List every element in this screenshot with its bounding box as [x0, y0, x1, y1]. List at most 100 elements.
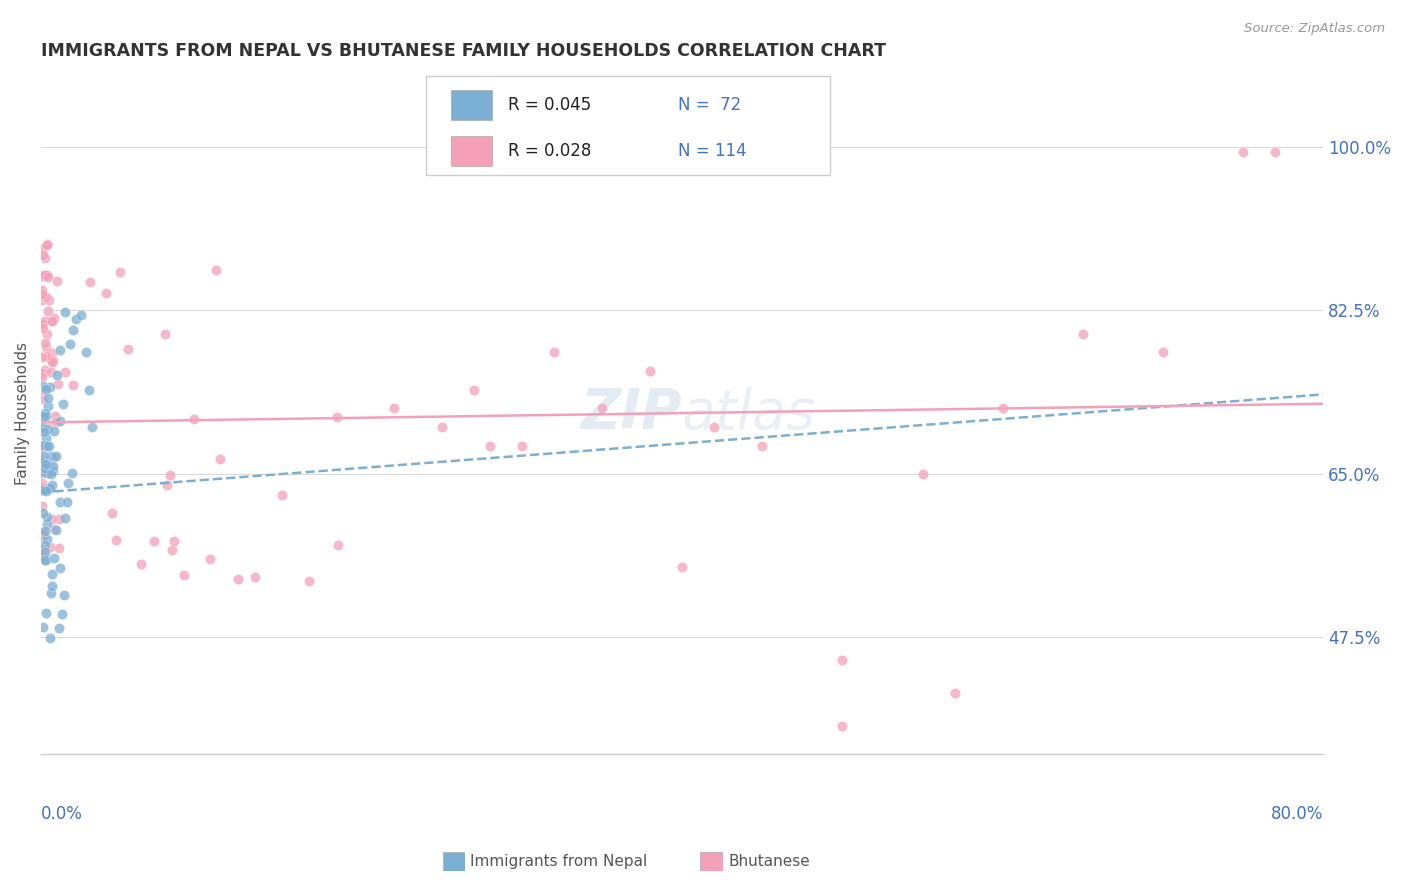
Point [204, 262, 226, 277]
Point [48, 512, 70, 526]
Point [39, 481, 62, 495]
Point [1264, 145, 1286, 159]
Point [32, 483, 55, 497]
Point [32, 438, 55, 452]
Text: 80.0%: 80.0% [1271, 805, 1323, 823]
Point [32, 425, 55, 439]
Point [117, 343, 139, 357]
Point [142, 534, 165, 549]
Point [198, 552, 221, 566]
Point [35, 409, 58, 424]
Point [34, 553, 56, 567]
Point [31, 499, 53, 513]
Point [41, 477, 63, 491]
Point [34, 406, 56, 420]
Point [75, 345, 97, 359]
Text: 0.0%: 0.0% [41, 805, 83, 823]
Point [42, 311, 65, 326]
Text: Immigrants from Nepal: Immigrants from Nepal [470, 855, 647, 869]
Point [153, 326, 176, 341]
Point [39, 365, 62, 379]
Point [35, 458, 58, 472]
Point [46, 376, 69, 391]
Point [42, 450, 65, 464]
Point [31, 453, 53, 467]
Point [39, 540, 62, 554]
Point [31, 248, 53, 262]
Point [991, 401, 1014, 416]
Point [59, 337, 82, 351]
Text: R = 0.028: R = 0.028 [508, 142, 591, 160]
Point [108, 265, 131, 279]
Point [35, 517, 58, 532]
Point [32, 453, 55, 467]
Point [31, 455, 53, 469]
Point [34, 314, 56, 328]
Point [31, 466, 53, 480]
Point [31, 419, 53, 434]
Point [37, 269, 59, 284]
Point [32, 379, 55, 393]
Point [44, 523, 66, 537]
Point [34, 251, 56, 265]
Point [45, 415, 67, 429]
Point [31, 547, 53, 561]
Point [39, 380, 62, 394]
Point [41, 579, 63, 593]
Point [326, 409, 349, 424]
Text: Bhutanese: Bhutanese [728, 855, 810, 869]
Point [32, 530, 55, 544]
Point [53, 365, 76, 379]
Point [41, 314, 63, 328]
Point [129, 557, 152, 571]
Point [42, 354, 65, 368]
Point [478, 439, 501, 453]
Point [35, 341, 58, 355]
FancyBboxPatch shape [426, 76, 830, 175]
Point [831, 719, 853, 733]
Point [31, 525, 53, 540]
Point [44, 409, 66, 423]
Point [510, 439, 533, 453]
Point [45, 449, 67, 463]
Point [35, 349, 58, 363]
Point [44, 522, 66, 536]
Point [31, 466, 53, 480]
Point [1071, 326, 1094, 341]
Point [58, 476, 80, 491]
Point [31, 465, 53, 479]
Point [463, 383, 485, 397]
Point [41, 345, 63, 359]
Point [35, 467, 58, 481]
Point [39, 352, 62, 367]
Point [65, 312, 87, 326]
Point [52, 588, 75, 602]
Point [38, 293, 60, 308]
Point [35, 237, 58, 252]
Point [37, 439, 59, 453]
Point [49, 343, 72, 358]
Point [228, 572, 250, 586]
Point [37, 421, 59, 435]
Point [49, 561, 72, 575]
Point [35, 290, 58, 304]
Point [55, 494, 77, 508]
Point [34, 545, 56, 559]
Text: IMMIGRANTS FROM NEPAL VS BHUTANESE FAMILY HOUSEHOLDS CORRELATION CHART: IMMIGRANTS FROM NEPAL VS BHUTANESE FAMIL… [41, 42, 886, 60]
Point [31, 442, 53, 456]
Point [31, 293, 53, 307]
Point [911, 467, 934, 481]
Point [37, 327, 59, 342]
Point [104, 533, 127, 547]
Point [35, 607, 58, 621]
Point [45, 274, 67, 288]
Point [543, 345, 565, 359]
Point [32, 320, 55, 334]
Point [326, 538, 349, 552]
Point [35, 422, 58, 436]
Bar [451, 136, 492, 166]
Text: ZIP: ZIP [581, 386, 682, 440]
Point [79, 275, 101, 289]
Point [32, 422, 55, 436]
Point [37, 458, 59, 473]
